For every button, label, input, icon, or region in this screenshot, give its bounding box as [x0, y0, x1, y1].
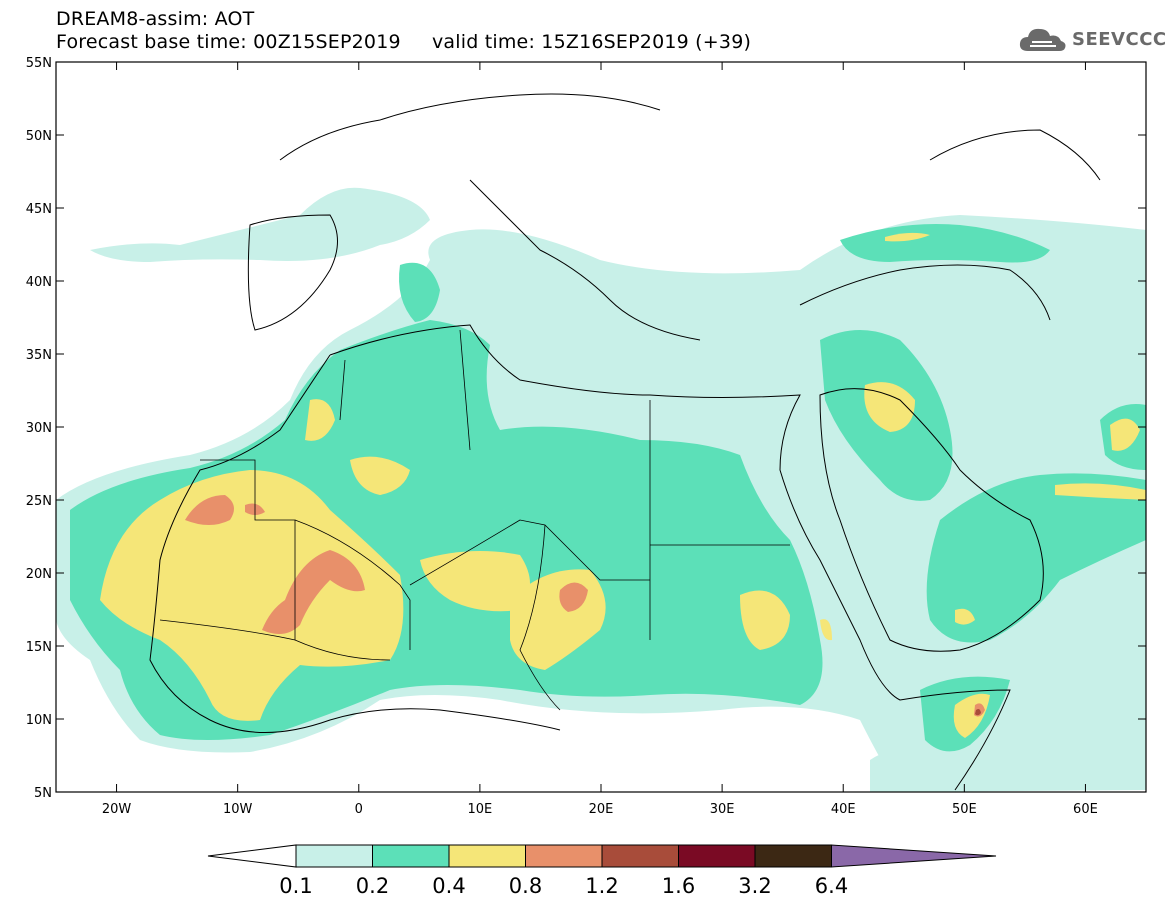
lat-tick-label: 40N [26, 275, 52, 290]
lat-tick-label: 30N [26, 421, 52, 436]
lon-tick-label: 20E [589, 802, 614, 817]
logo-text: SEEVCCC [1072, 28, 1165, 50]
lat-tick-label: 25N [26, 494, 52, 509]
colorbar-swatch [448, 844, 526, 868]
lat-tick-label: 55N [26, 56, 52, 71]
forecast-time-subtitle: Forecast base time: 00Z15SEP2019 valid t… [56, 31, 752, 53]
aot-band-0.8 [185, 495, 985, 717]
colorbar-label: 3.2 [738, 874, 771, 898]
colorbar-swatch [678, 844, 756, 868]
lat-tick-label: 45N [26, 202, 52, 217]
aot-band-0.4 [100, 232, 1146, 738]
axis-ticks: 20W 10W 0 10E 20E 30E 40E 50E 60E 5N 10N 15N 20N 25N 3… [26, 56, 1146, 817]
lon-tick-label: 10E [468, 802, 493, 817]
lat-tick-label: 5N [34, 786, 52, 801]
lon-tick-label: 30E [710, 802, 735, 817]
country-borders [159, 329, 790, 711]
lon-tick-label: 60E [1073, 802, 1098, 817]
lon-tick-label: 10W [223, 802, 253, 817]
colorbar-low-extension [207, 844, 297, 868]
aot-band-1.2 [975, 709, 981, 716]
lon-tick-label: 20W [102, 802, 132, 817]
map-title: DREAM8-assim: AOT [56, 8, 255, 30]
colorbar-label: 6.4 [815, 874, 848, 898]
colorbar-swatch [295, 844, 373, 868]
lat-tick-label: 10N [26, 713, 52, 728]
lat-tick-label: 50N [26, 129, 52, 144]
colorbar-label: 0.4 [432, 874, 465, 898]
lon-tick-label: 0 [355, 802, 363, 817]
colorbar-label: 1.6 [662, 874, 695, 898]
seevccc-logo: SEEVCCC [1018, 24, 1165, 54]
aot-field [56, 93, 1146, 792]
lon-tick-label: 50E [952, 802, 977, 817]
cloud-icon [1019, 28, 1066, 51]
colorbar-swatch [601, 844, 679, 868]
lon-tick-label: 40E [831, 802, 856, 817]
colorbar-swatch [754, 844, 832, 868]
colorbar-high-extension [831, 844, 997, 868]
lat-tick-label: 35N [26, 348, 52, 363]
colorbar-label: 0.8 [509, 874, 542, 898]
lat-tick-label: 15N [26, 640, 52, 655]
colorbar-label: 0.2 [356, 874, 389, 898]
lat-tick-label: 20N [26, 567, 52, 582]
colorbar-swatch [525, 844, 603, 868]
coastlines [149, 93, 1101, 791]
colorbar-label: 0.1 [279, 874, 312, 898]
colorbar-label: 1.2 [585, 874, 618, 898]
colorbar-swatch [372, 844, 450, 868]
